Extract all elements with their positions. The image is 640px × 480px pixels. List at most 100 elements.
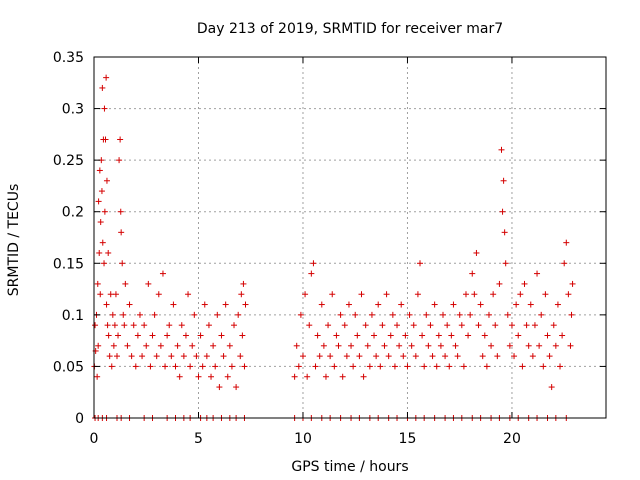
data-point — [383, 291, 390, 298]
data-point — [517, 291, 524, 298]
data-point — [504, 311, 511, 318]
data-point — [419, 332, 426, 339]
data-point — [360, 373, 367, 380]
data-point — [568, 311, 575, 318]
data-point — [153, 353, 160, 360]
data-point — [412, 353, 419, 360]
data-point — [473, 249, 480, 256]
x-tick-label: 5 — [194, 431, 203, 447]
data-point — [389, 311, 396, 318]
data-point — [544, 332, 551, 339]
data-point — [97, 291, 104, 298]
data-point — [433, 363, 440, 370]
x-tick-label: 0 — [90, 431, 99, 447]
data-point — [238, 291, 245, 298]
data-point — [387, 332, 394, 339]
data-point — [197, 332, 204, 339]
data-point — [208, 373, 215, 380]
data-point — [501, 229, 508, 236]
data-point — [228, 363, 235, 370]
data-point — [128, 353, 135, 360]
y-axis-label: SRMTID / TECUs — [6, 184, 22, 297]
data-point — [117, 208, 124, 215]
data-point — [567, 342, 574, 349]
data-point — [513, 301, 520, 308]
data-point — [421, 363, 428, 370]
data-point — [113, 353, 120, 360]
data-point — [92, 322, 99, 329]
data-point — [199, 363, 206, 370]
data-point — [116, 157, 123, 164]
data-point — [233, 384, 240, 391]
data-point — [325, 322, 332, 329]
data-point — [318, 301, 325, 308]
data-point — [106, 353, 113, 360]
y-tick-label: 0.1 — [62, 308, 84, 324]
data-point — [531, 322, 538, 329]
data-point — [373, 353, 380, 360]
data-point — [479, 353, 486, 360]
data-point — [523, 322, 530, 329]
data-point — [559, 332, 566, 339]
data-point — [205, 322, 212, 329]
data-point — [226, 342, 233, 349]
data-point — [379, 322, 386, 329]
data-point — [398, 301, 405, 308]
data-point — [462, 291, 469, 298]
data-point — [239, 332, 246, 339]
data-point — [471, 291, 478, 298]
data-point — [98, 188, 105, 195]
data-point — [527, 301, 534, 308]
data-point — [235, 311, 242, 318]
data-point — [320, 342, 327, 349]
data-point — [306, 322, 313, 329]
data-point — [147, 363, 154, 370]
data-point — [490, 291, 497, 298]
data-point — [494, 353, 501, 360]
data-point — [299, 353, 306, 360]
data-point — [485, 311, 492, 318]
data-point — [174, 342, 181, 349]
data-point — [124, 342, 131, 349]
data-point — [442, 353, 449, 360]
data-point — [218, 332, 225, 339]
data-point — [362, 322, 369, 329]
y-tick-label: 0.35 — [53, 50, 84, 66]
data-point — [201, 301, 208, 308]
data-point — [134, 332, 141, 339]
data-point — [322, 373, 329, 380]
data-point — [308, 270, 315, 277]
data-points — [91, 74, 576, 421]
data-point — [96, 167, 103, 174]
data-point — [107, 291, 114, 298]
data-point — [119, 260, 126, 267]
data-point — [561, 260, 568, 267]
data-point — [368, 311, 375, 318]
data-point — [554, 301, 561, 308]
data-point — [99, 239, 106, 246]
data-point — [375, 301, 382, 308]
data-point — [145, 280, 152, 287]
data-point — [534, 270, 541, 277]
data-point — [475, 322, 482, 329]
data-point — [348, 342, 355, 349]
data-point — [237, 353, 244, 360]
data-point — [172, 363, 179, 370]
data-point — [94, 280, 101, 287]
data-point — [381, 342, 388, 349]
data-point — [521, 280, 528, 287]
data-point — [126, 301, 133, 308]
data-point — [141, 322, 148, 329]
data-point — [231, 322, 238, 329]
data-point — [498, 146, 505, 153]
data-point — [118, 229, 125, 236]
data-point — [104, 322, 111, 329]
data-point — [105, 332, 112, 339]
data-point — [339, 373, 346, 380]
data-point — [391, 363, 398, 370]
y-tick-label: 0 — [75, 411, 84, 427]
data-point — [350, 363, 357, 370]
data-point — [121, 322, 128, 329]
x-axis-label: GPS time / hours — [291, 459, 408, 475]
